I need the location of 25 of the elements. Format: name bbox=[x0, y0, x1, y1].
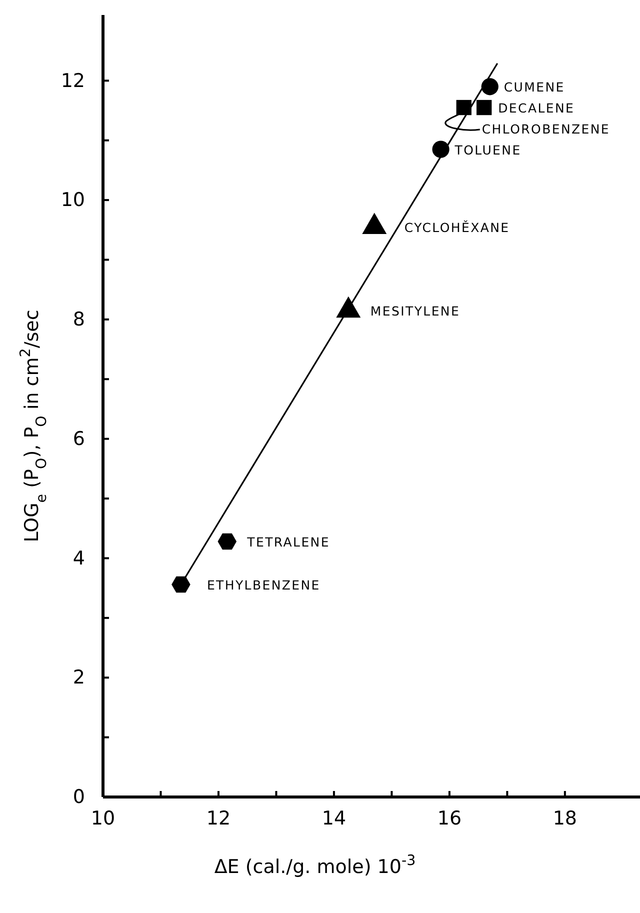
y-tick-label: 2 bbox=[72, 666, 85, 689]
x-tick-label: 18 bbox=[552, 807, 578, 830]
x-tick-label: 14 bbox=[322, 807, 346, 830]
x-axis-title: ΔE (cal./g. mole) 10$^{-3}$ bbox=[214, 853, 416, 878]
y-tick-label: 12 bbox=[60, 70, 85, 92]
y-tick-label: 0 bbox=[72, 786, 85, 808]
series-label: CYCLOHĚXANE bbox=[404, 220, 510, 235]
x-tick-label: 16 bbox=[437, 807, 462, 830]
series-label: TETRALENE bbox=[246, 534, 330, 550]
point bbox=[172, 576, 190, 593]
y-tick-label: 8 bbox=[72, 308, 85, 331]
series-label: TOLUENE bbox=[454, 142, 522, 158]
y-tick-label: 6 bbox=[72, 428, 85, 450]
point bbox=[218, 533, 237, 550]
legend-label: CHLOROBENZENE bbox=[482, 122, 610, 137]
x-tick-label: 10 bbox=[90, 807, 116, 830]
series-label: MESITYLENE bbox=[370, 303, 460, 318]
point bbox=[476, 100, 492, 116]
series-label: DECALENE bbox=[498, 100, 575, 116]
y-tick-label: 10 bbox=[60, 189, 85, 212]
series-label: ETHYLBENZENE bbox=[206, 577, 320, 592]
y-tick-label: 4 bbox=[72, 547, 85, 570]
series-label: CUMENE bbox=[504, 80, 565, 95]
point bbox=[481, 78, 498, 96]
x-tick-label: 12 bbox=[206, 807, 231, 830]
